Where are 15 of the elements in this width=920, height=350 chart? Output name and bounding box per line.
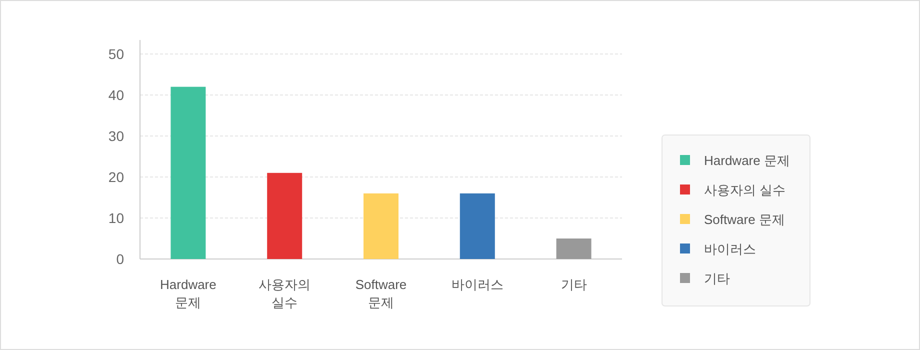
- y-tick-label: 50: [108, 46, 124, 62]
- x-tick-label: Hardware 문제: [160, 277, 216, 310]
- x-tick-label: 사용자의 실수: [258, 277, 311, 310]
- x-tick-label: 기타: [560, 277, 587, 292]
- x-tick-label: 바이러스: [451, 277, 504, 292]
- legend-label: 바이러스: [704, 242, 756, 256]
- legend-label: Software 문제: [704, 212, 785, 227]
- x-tick-label: Software 문제: [355, 277, 407, 310]
- y-tick-label: 30: [108, 128, 124, 144]
- y-tick-label: 40: [108, 87, 124, 103]
- legend-label: 사용자의 실수: [704, 182, 786, 198]
- y-tick-label: 0: [116, 251, 124, 267]
- legend-label: Hardware 문제: [704, 153, 790, 168]
- y-tick-label: 20: [108, 169, 124, 185]
- y-tick-label: 10: [108, 210, 124, 226]
